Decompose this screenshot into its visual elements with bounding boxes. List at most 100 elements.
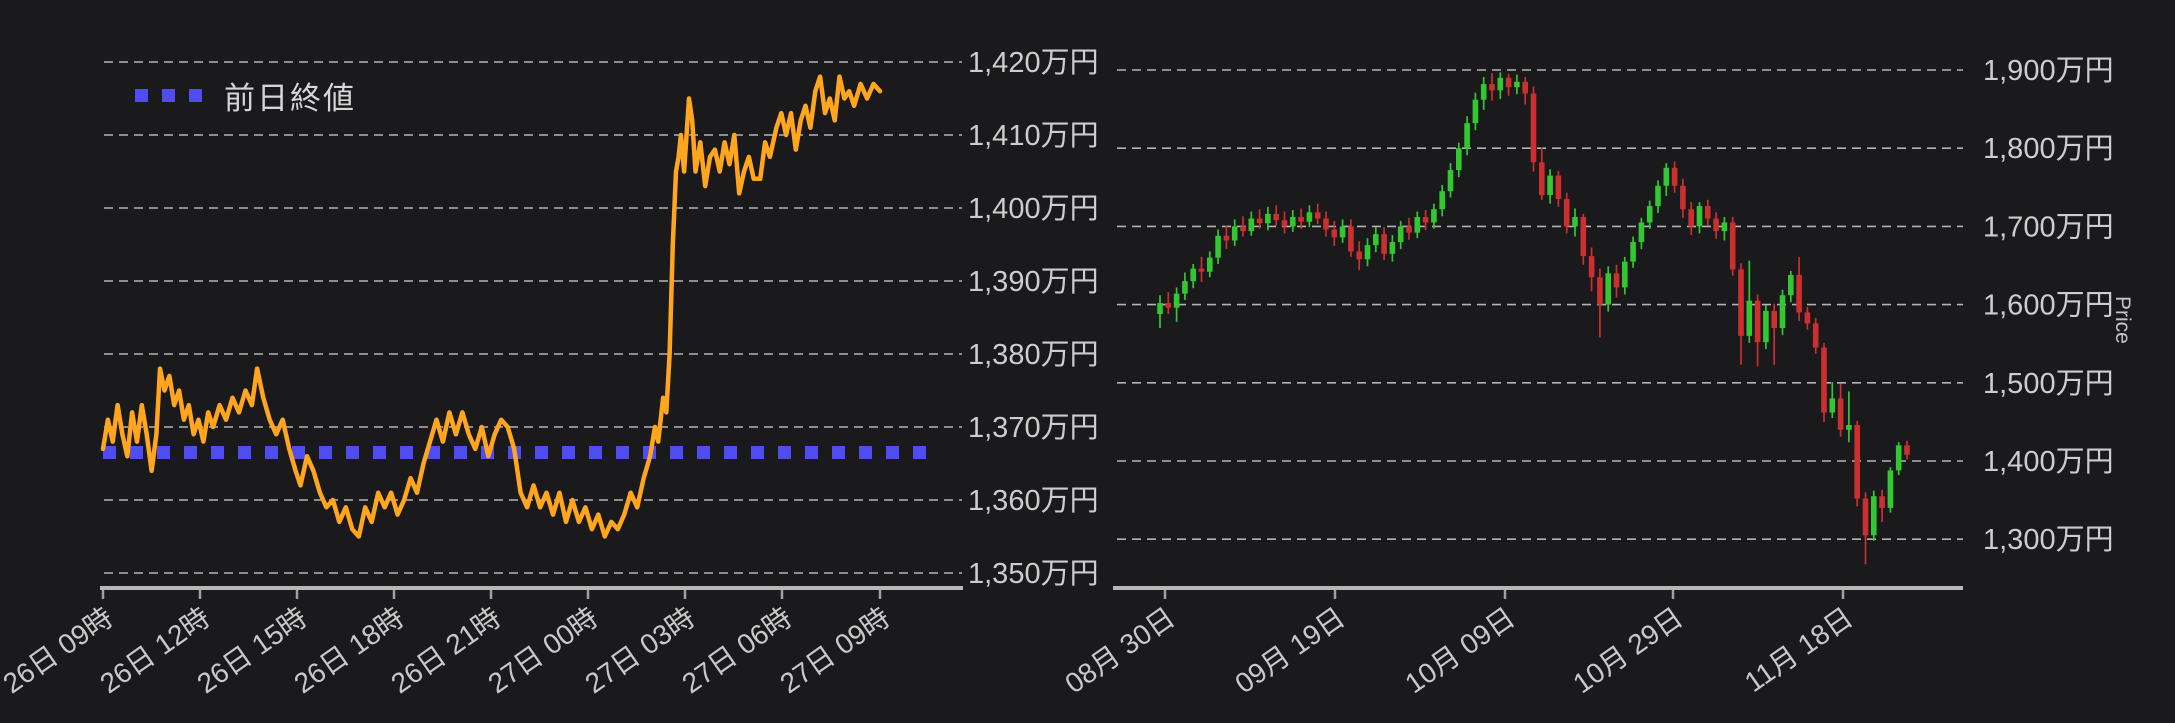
candle-body [1771, 310, 1777, 329]
candle-body [1323, 218, 1329, 230]
x-tick-label: 26日 09時 [0, 602, 118, 700]
y-tick-label: 1,900万円 [1983, 55, 2114, 87]
candlestick-plot-area[interactable] [1117, 40, 1963, 588]
candle-body [1879, 496, 1885, 508]
x-tick-label: 09月 19日 [1229, 602, 1350, 700]
candle-body [1680, 185, 1686, 210]
candle-body [1696, 206, 1703, 227]
legend-dotted-line-sample [162, 88, 175, 102]
candle-body [1547, 175, 1553, 196]
candle-body [1182, 281, 1188, 294]
y-tick-label: 1,400万円 [968, 193, 1099, 225]
candle-body [1713, 218, 1719, 232]
candle-body [1265, 213, 1271, 224]
candle-body [1497, 77, 1504, 91]
candle-body [1646, 206, 1653, 223]
candle-body [1655, 185, 1661, 207]
candle-body [1306, 212, 1313, 222]
candle-body [1231, 226, 1238, 241]
intraday-plot-area[interactable] [104, 40, 962, 588]
candle-body [1240, 226, 1246, 232]
candle-body [1223, 235, 1230, 241]
candle-body [1298, 217, 1304, 222]
candle-body [1613, 273, 1620, 288]
candle-body [1763, 310, 1769, 343]
candle-body [1348, 226, 1354, 252]
y-tick-label: 1,420万円 [968, 47, 1099, 79]
candle-body [1165, 303, 1172, 308]
candle-body [1887, 470, 1894, 508]
legend-dotted-line-sample [135, 88, 148, 102]
candle-body [1198, 268, 1205, 272]
legend-label: 前日終値 [224, 80, 356, 116]
candle-body [1638, 222, 1645, 243]
intraday-price-line [100, 74, 883, 539]
candle-body [1314, 212, 1321, 219]
x-tick-label: 11月 18日 [1739, 602, 1858, 699]
candle-body [1539, 162, 1545, 196]
candle-body [1256, 218, 1263, 224]
candle-body [1414, 217, 1421, 233]
y-tick-label: 1,370万円 [968, 412, 1099, 444]
candle-body [1173, 293, 1180, 308]
candle-body [1779, 295, 1786, 329]
x-tick-label: 27日 09時 [774, 602, 895, 700]
candle-body [1821, 347, 1827, 413]
candle-body [1705, 206, 1711, 219]
candle-body [1157, 303, 1163, 314]
y-tick-label: 1,700万円 [1983, 211, 2114, 243]
candle-body [1605, 273, 1611, 305]
candle-body [1829, 398, 1836, 413]
candle-body [1364, 245, 1371, 260]
candle-body [1439, 191, 1445, 210]
x-tick-label: 26日 12時 [94, 602, 215, 700]
x-tick-label: 10月 29日 [1567, 602, 1688, 700]
y-tick-label: 1,300万円 [1983, 524, 2114, 556]
candle-body [1721, 222, 1728, 232]
y-tick-label: 1,380万円 [968, 339, 1099, 371]
y-tick-label: 1,390万円 [968, 266, 1099, 298]
x-tick-label: 10月 09日 [1399, 602, 1520, 700]
candle-body [1563, 199, 1570, 227]
candle-body [1356, 251, 1362, 260]
legend-dotted-line-sample [189, 88, 202, 102]
y-tick-label: 1,350万円 [968, 558, 1099, 590]
candle-body [1207, 257, 1213, 272]
candle-body [1464, 123, 1470, 149]
x-tick-label: 26日 21時 [385, 602, 506, 700]
x-tick-label: 27日 03時 [579, 602, 700, 700]
candle-body [1854, 425, 1860, 499]
candle-body [1746, 300, 1753, 336]
candle-body [1522, 81, 1528, 94]
candle-body [1290, 217, 1296, 227]
candle-body [1895, 445, 1902, 471]
x-tick-label: 26日 15時 [191, 602, 312, 700]
y-tick-label: 1,400万円 [1983, 446, 2114, 478]
x-tick-label: 26日 18時 [288, 602, 409, 700]
x-tick-label: 08月 30日 [1059, 602, 1180, 700]
candle-body [1663, 167, 1670, 186]
prev-close-legend: 前日終値 [135, 80, 356, 116]
candle-body [1480, 84, 1487, 100]
candle-body [1505, 77, 1512, 88]
candle-body [1431, 209, 1437, 223]
candle-body [1738, 269, 1744, 336]
y-tick-label: 1,360万円 [968, 485, 1099, 517]
candle-body [1804, 312, 1811, 324]
y-tick-label: 1,800万円 [1983, 133, 2114, 165]
y-tick-label: 1,600万円 [1983, 290, 2114, 322]
candle-body [1572, 217, 1578, 227]
candle-body [1331, 229, 1338, 238]
candle-body [1588, 256, 1595, 278]
candle-body [1489, 84, 1495, 91]
candle-body [1788, 274, 1794, 296]
candle-body [1389, 242, 1396, 254]
candle-body [1215, 235, 1221, 258]
candle-body [1754, 300, 1761, 343]
candle-body [1373, 234, 1379, 246]
candle-body [1837, 398, 1844, 430]
candle-body [1447, 170, 1454, 192]
price-axis-title: Price [2111, 296, 2134, 344]
